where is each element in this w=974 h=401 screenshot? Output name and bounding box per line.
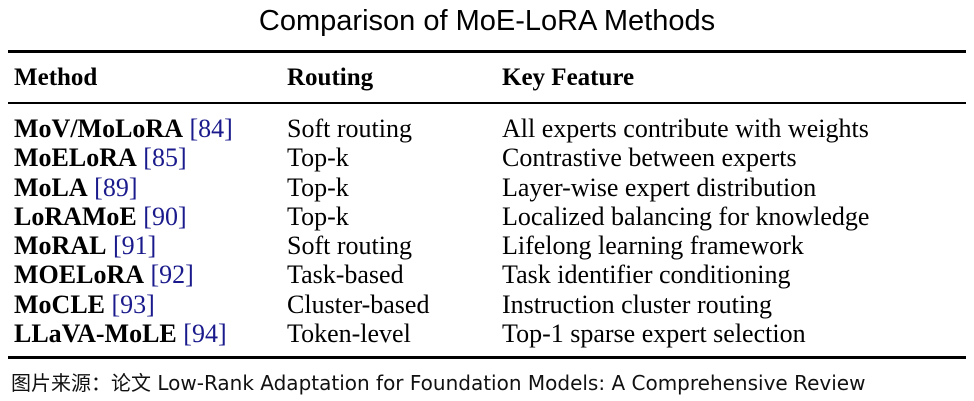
routing-cell: Cluster-based xyxy=(287,289,430,319)
top-rule xyxy=(8,50,966,53)
feature-cell: All experts contribute with weights xyxy=(502,114,869,143)
method-name: MOELoRA xyxy=(14,260,144,290)
routing-cell: Task-based xyxy=(287,260,404,290)
citation-link[interactable]: [89] xyxy=(94,172,138,202)
method-cell: MoV/MoLoRA [84] xyxy=(14,114,233,143)
table-title: Comparison of MoE-LoRA Methods xyxy=(258,5,716,37)
bottom-rule xyxy=(8,356,966,359)
table-row: MoV/MoLoRA [84] Soft routing All experts… xyxy=(0,114,974,143)
source-caption: 图片来源：论文 Low-Rank Adaptation for Foundati… xyxy=(11,371,866,395)
table-row: MOELoRA [92] Task-based Task identifier … xyxy=(0,260,974,289)
method-name: MoRAL xyxy=(14,231,107,261)
header-key-feature: Key Feature xyxy=(502,64,635,91)
header-method: Method xyxy=(14,64,98,91)
citation-link[interactable]: [85] xyxy=(143,143,187,173)
routing-cell: Top-k xyxy=(287,201,349,231)
method-name: MoV/MoLoRA xyxy=(14,114,183,143)
feature-cell: Contrastive between experts xyxy=(502,143,797,173)
citation-link[interactable]: [93] xyxy=(111,289,155,319)
feature-cell: Lifelong learning framework xyxy=(502,231,804,261)
method-cell: LoRAMoE [90] xyxy=(14,202,187,231)
feature-cell: Task identifier conditioning xyxy=(502,260,791,290)
routing-cell: Soft routing xyxy=(287,114,412,143)
table-row: MoRAL [91] Soft routing Lifelong learnin… xyxy=(0,231,974,260)
method-cell: MoRAL [91] xyxy=(14,231,156,260)
citation-link[interactable]: [84] xyxy=(189,114,233,143)
method-name: MoLA xyxy=(14,172,88,202)
feature-cell: Instruction cluster routing xyxy=(502,289,773,319)
feature-cell: Localized balancing for knowledge xyxy=(502,201,870,231)
routing-cell: Top-k xyxy=(287,143,349,173)
citation-link[interactable]: [90] xyxy=(143,201,187,231)
table-body: MoV/MoLoRA [84] Soft routing All experts… xyxy=(0,114,974,348)
header-routing: Routing xyxy=(287,64,374,91)
method-cell: MoLA [89] xyxy=(14,173,138,202)
method-cell: MoCLE [93] xyxy=(14,290,155,319)
routing-cell: Top-k xyxy=(287,172,349,202)
method-name: MoCLE xyxy=(14,289,105,319)
method-name: LoRAMoE xyxy=(14,201,137,231)
table-header: Method Routing Key Feature xyxy=(0,61,974,95)
table-row: LLaVA-MoLE [94] Token-level Top-1 sparse… xyxy=(0,319,974,348)
method-name: LLaVA-MoLE xyxy=(14,319,177,349)
citation-link[interactable]: [92] xyxy=(150,260,194,290)
feature-cell: Top-1 sparse expert selection xyxy=(502,319,806,349)
table-row: MoELoRA [85] Top-k Contrastive between e… xyxy=(0,143,974,172)
table-row: MoCLE [93] Cluster-based Instruction clu… xyxy=(0,290,974,319)
citation-link[interactable]: [94] xyxy=(183,319,227,349)
routing-cell: Soft routing xyxy=(287,231,412,261)
routing-cell: Token-level xyxy=(287,319,411,349)
table-row: MoLA [89] Top-k Layer-wise expert distri… xyxy=(0,173,974,202)
feature-cell: Layer-wise expert distribution xyxy=(502,172,817,202)
method-cell: MoELoRA [85] xyxy=(14,143,187,172)
method-cell: LLaVA-MoLE [94] xyxy=(14,319,227,348)
method-cell: MOELoRA [92] xyxy=(14,260,194,289)
method-name: MoELoRA xyxy=(14,143,137,173)
citation-link[interactable]: [91] xyxy=(112,231,157,261)
header-rule xyxy=(8,102,966,104)
table-row: LoRAMoE [90] Top-k Localized balancing f… xyxy=(0,202,974,231)
